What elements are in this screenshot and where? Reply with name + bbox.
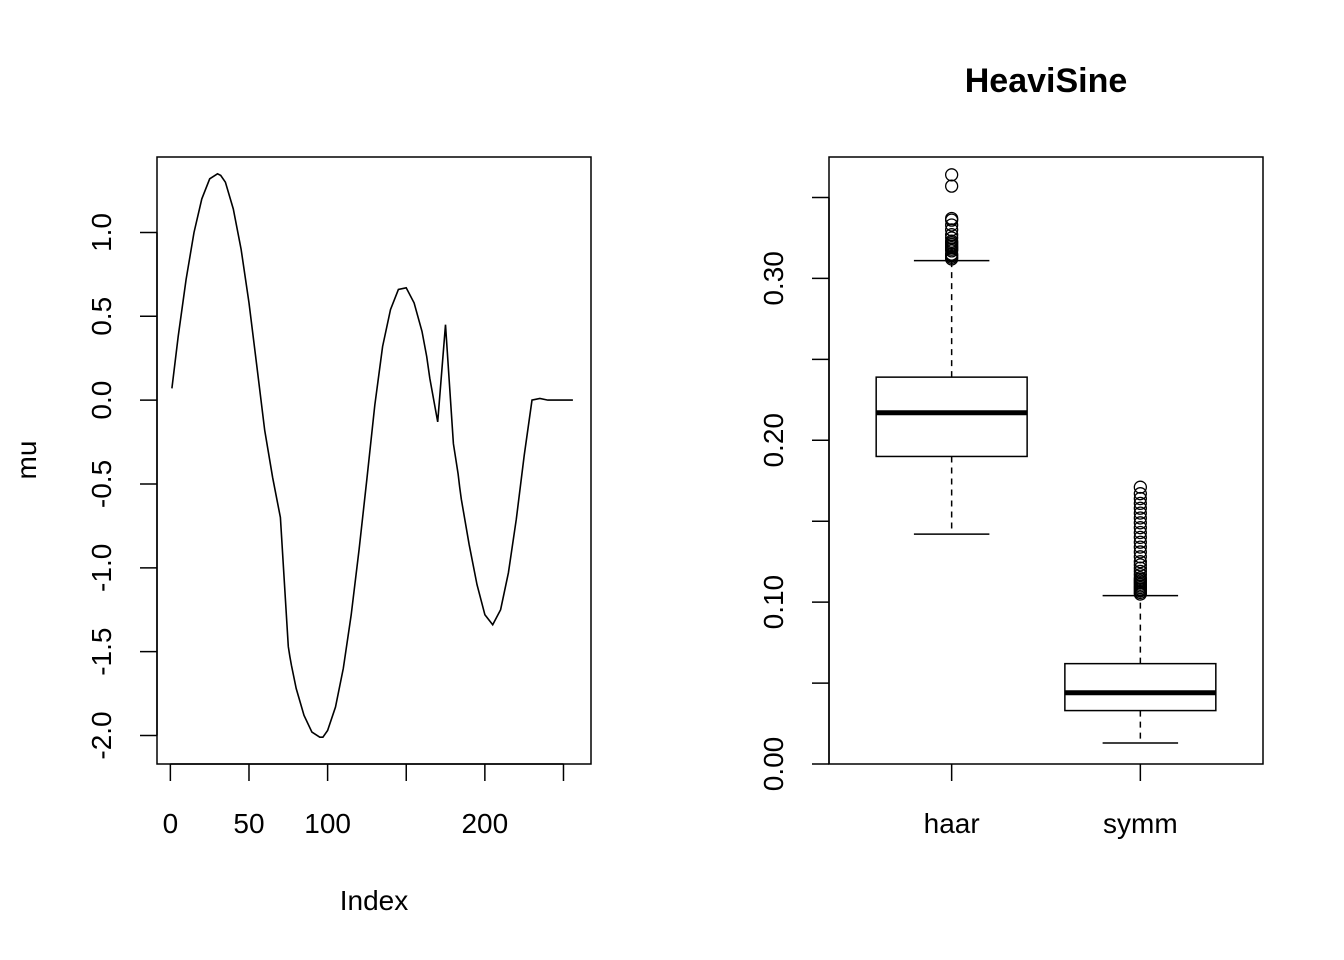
box-symm	[1064, 480, 1217, 744]
y-tick-label-left: -1.5	[86, 628, 117, 676]
outlier-point	[945, 231, 959, 245]
box-haar	[875, 168, 1028, 535]
line-series-mu	[171, 172, 573, 738]
iqr-box	[875, 376, 1028, 458]
y-tick-label-right: 0.10	[758, 575, 789, 630]
outlier-point	[1133, 545, 1147, 559]
outlier-point	[1133, 530, 1147, 545]
outlier-point	[1133, 521, 1147, 535]
outlier-point	[1133, 506, 1147, 520]
outlier-point	[1133, 516, 1147, 530]
y-tick-label-right: 0.20	[758, 413, 789, 468]
x-axis-title-left: Index	[340, 885, 409, 916]
outlier-point	[1133, 496, 1147, 511]
y-tick-label-left: -1.0	[86, 544, 117, 592]
x-tick-label-left: 0	[163, 808, 179, 839]
outlier-point	[1133, 561, 1147, 575]
outlier-point	[1133, 558, 1147, 572]
y-tick-label-left: 0.5	[86, 297, 117, 336]
outlier-point	[945, 168, 959, 182]
y-tick-label-left: -0.5	[86, 460, 117, 508]
outlier-point	[945, 223, 959, 237]
y-tick-label-left: -2.0	[86, 711, 117, 759]
outlier-point	[1133, 550, 1147, 564]
x-tick-label-left: 50	[233, 808, 264, 839]
x-tick-label-right: haar	[924, 808, 980, 839]
outlier-point	[945, 218, 959, 232]
outlier-point	[945, 247, 959, 261]
outlier-point	[1133, 567, 1147, 582]
line-plot-panel: 0 50 100 200 -2.0 -1.5 -1.0 -0.5 0.0 0.5 1.0 Index…	[11, 156, 592, 916]
outlier-point	[945, 211, 959, 226]
line-plot-frame	[156, 156, 592, 765]
box-plot-boxes	[875, 168, 1217, 744]
outlier-point	[945, 228, 959, 242]
box-plot-axes: 0.00 0.10 0.20 0.30 haar symm	[758, 196, 1178, 839]
outlier-point	[1133, 540, 1147, 554]
outlier-point	[1133, 564, 1147, 579]
outlier-point	[1133, 535, 1147, 549]
outlier-point	[1133, 511, 1147, 525]
x-tick-label-left: 100	[304, 808, 351, 839]
y-tick-label-left: 0.0	[86, 381, 117, 420]
outlier-point	[1133, 501, 1147, 515]
outlier-point	[1133, 571, 1147, 585]
outlier-point	[1133, 525, 1147, 540]
iqr-box	[1064, 662, 1217, 712]
outlier-point	[1133, 480, 1147, 494]
box-plot-panel: HeaviSine 0.00 0.10 0.20 0.30 haar symm	[758, 62, 1264, 839]
outlier-point	[1133, 487, 1147, 501]
y-tick-label-right: 0.00	[758, 737, 789, 792]
outlier-point	[1133, 491, 1147, 506]
outlier-point	[1133, 555, 1147, 569]
y-axis-title-left: mu	[11, 441, 42, 480]
box-plot-title: HeaviSine	[965, 62, 1128, 100]
y-tick-label-right: 0.30	[758, 251, 789, 306]
outlier-point	[945, 179, 959, 193]
x-tick-label-right: symm	[1103, 808, 1178, 839]
outlier-point	[945, 234, 959, 248]
line-plot-axes: 0 50 100 200 -2.0 -1.5 -1.0 -0.5 0.0 0.5 1.0	[86, 213, 565, 839]
x-tick-label-left: 200	[461, 808, 508, 839]
y-tick-label-left: 1.0	[86, 213, 117, 252]
